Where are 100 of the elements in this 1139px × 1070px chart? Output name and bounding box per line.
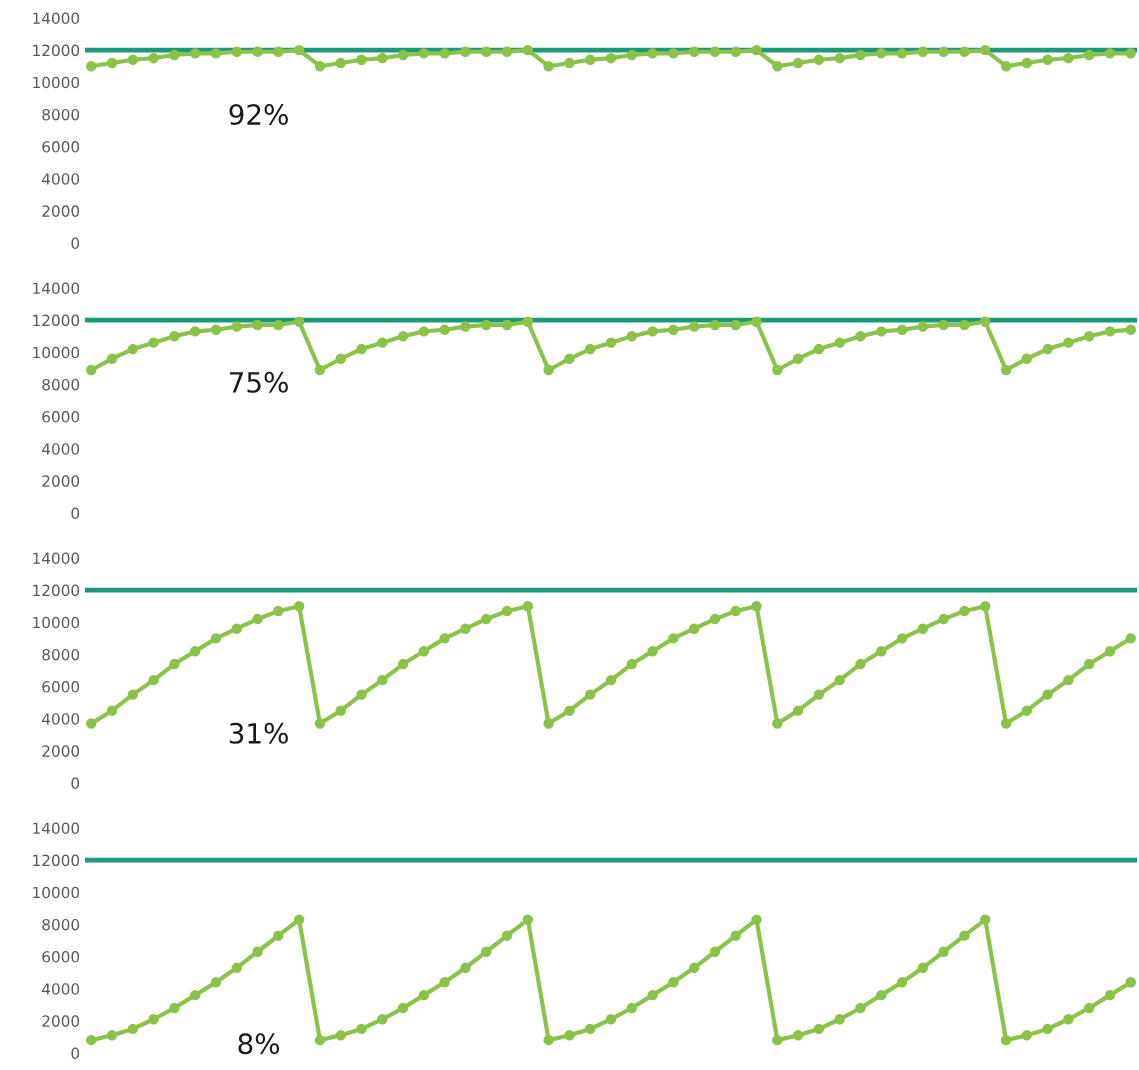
y-tick-label: 6000 [42,141,80,153]
point [189,989,201,1001]
point [917,623,929,634]
point [293,316,305,327]
point [314,61,326,72]
point [543,61,554,72]
point [1021,1030,1033,1041]
point [86,364,97,376]
point [397,658,409,670]
point [86,718,97,729]
point [481,46,492,57]
point [772,364,783,376]
point [980,316,991,327]
point [252,946,263,957]
y-tick-label: 0 [71,507,80,520]
point [730,605,741,617]
point [709,319,721,331]
point [418,326,430,337]
point [86,61,97,72]
point [605,52,617,64]
point [273,46,284,57]
point [1083,1002,1095,1014]
point [148,52,159,64]
point [896,977,908,988]
y-tick-label: 10000 [33,886,80,899]
point [980,44,991,56]
point [501,46,513,57]
point [730,46,741,57]
point [231,46,242,57]
point [896,324,908,335]
point [397,49,409,61]
point [1083,49,1095,61]
point [314,364,326,376]
point [148,337,159,348]
point [273,319,284,331]
point [377,337,388,348]
point [293,914,305,925]
point [813,1023,825,1035]
point [605,674,617,686]
point [1000,61,1012,72]
y-tick-label: 10000 [33,616,80,629]
point [564,57,575,69]
point [418,989,430,1001]
point [938,613,949,625]
point [688,46,700,57]
point [314,718,326,729]
point [418,646,430,657]
point [585,343,596,355]
point [605,1014,617,1025]
point [1042,343,1053,355]
point [626,49,637,61]
point [647,646,658,657]
point [1021,353,1033,364]
point [772,718,783,729]
y-tick-label: 2000 [42,205,80,217]
point [169,1002,180,1014]
point [813,54,825,65]
point [210,977,222,988]
point [169,49,180,61]
point [668,977,679,988]
point [314,1034,326,1046]
point [668,324,679,335]
point [189,646,201,657]
point [106,1030,118,1041]
point [1000,364,1012,376]
point [564,353,575,364]
point [813,689,825,700]
point [876,646,887,657]
point [335,57,346,69]
point [543,718,554,729]
point [1042,1023,1053,1035]
point [1063,674,1074,686]
point [252,613,263,625]
y-tick-label: 12000 [33,314,80,327]
point [688,321,700,332]
y-tick-label: 6000 [42,681,80,693]
point [751,914,762,925]
point [896,633,908,644]
y-tick-label: 8000 [42,378,80,391]
point [959,930,970,941]
point [792,1030,804,1041]
point [647,989,658,1001]
y-tick-label: 8000 [42,648,80,661]
annotation: 75% [229,371,288,393]
point [501,930,513,941]
point [959,605,970,617]
point [896,48,908,59]
point [709,946,721,957]
y-tick-label: 0 [71,777,80,790]
point [252,319,263,331]
point [1125,324,1136,335]
point [356,343,367,355]
y-tick-label: 4000 [42,983,80,995]
point [501,605,513,617]
point [522,601,534,612]
y-tick-label: 2000 [42,1015,80,1027]
point [751,316,762,327]
point [293,44,305,56]
point [1104,48,1116,59]
point [522,914,534,925]
